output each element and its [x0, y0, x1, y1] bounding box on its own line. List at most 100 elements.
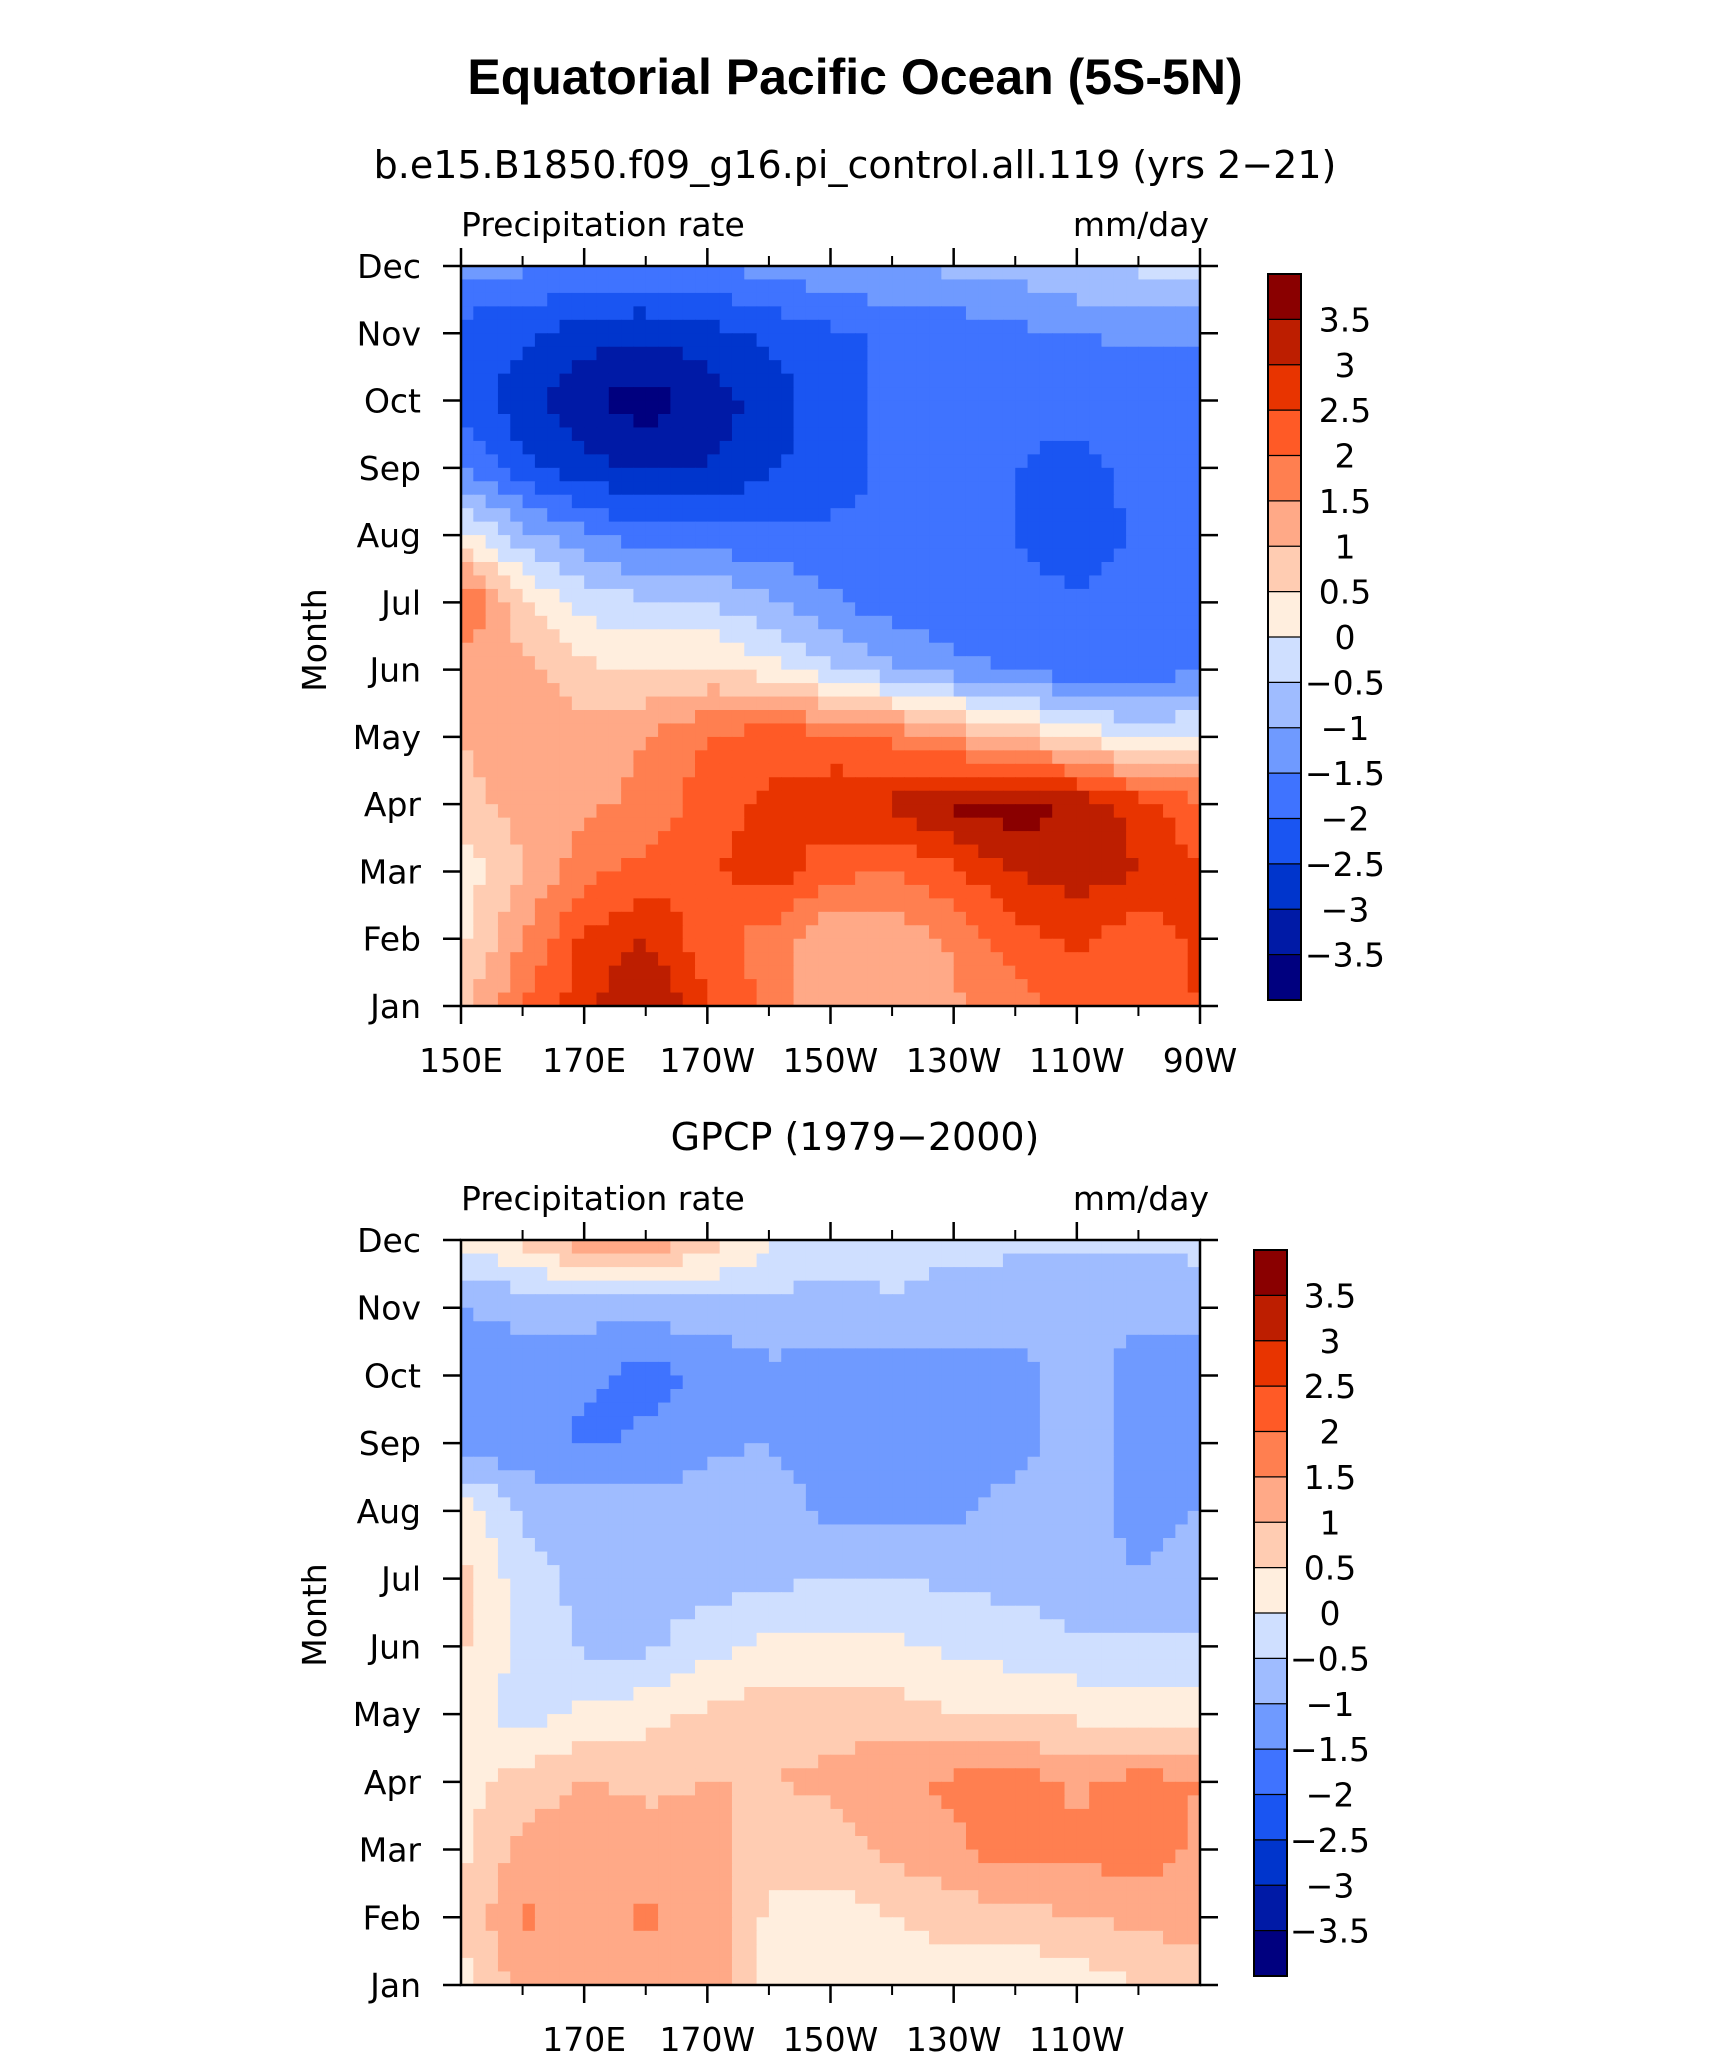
heatmap-cell	[1002, 1307, 1016, 1322]
heatmap-cell	[1002, 1334, 1016, 1349]
heatmap-cell	[768, 736, 782, 751]
heatmap-cell	[571, 494, 585, 509]
heatmap-cell	[461, 266, 474, 281]
heatmap-cell	[1089, 440, 1103, 455]
heatmap-cell	[621, 1470, 635, 1485]
heatmap-cell	[842, 1334, 856, 1349]
heatmap-cell	[534, 333, 548, 348]
heatmap-cell	[830, 454, 844, 469]
heatmap-cell	[1076, 562, 1090, 577]
heatmap-cell	[756, 683, 770, 698]
heatmap-cell	[978, 750, 992, 765]
heatmap-cell	[682, 1253, 696, 1268]
heatmap-cell	[719, 992, 733, 1007]
heatmap-cell	[904, 279, 918, 294]
heatmap-cell	[1089, 1348, 1103, 1363]
heatmap-cell	[1089, 777, 1103, 792]
heatmap-cell	[522, 454, 536, 469]
heatmap-cell	[756, 1267, 770, 1282]
heatmap-cell	[695, 1334, 708, 1349]
heatmap-cell	[879, 790, 893, 805]
heatmap-cell	[793, 1470, 807, 1485]
heatmap-cell	[473, 723, 487, 738]
heatmap-cell	[941, 535, 955, 550]
heatmap-cell	[485, 1565, 499, 1580]
heatmap-cell	[1101, 763, 1115, 778]
heatmap-cell	[756, 844, 770, 859]
heatmap-cell	[731, 427, 745, 442]
heatmap-cell	[990, 656, 1004, 671]
heatmap-cell	[1027, 965, 1041, 980]
heatmap-cell	[879, 535, 893, 550]
x-tick-label: 170W	[660, 1041, 756, 1080]
heatmap-cell	[904, 790, 918, 805]
heatmap-cell	[1052, 1402, 1066, 1417]
heatmap-cell	[867, 952, 881, 967]
heatmap-cell	[608, 952, 622, 967]
heatmap-cell	[768, 1524, 782, 1539]
heatmap-cell	[855, 575, 869, 590]
heatmap-cell	[744, 1524, 758, 1539]
heatmap-cell	[731, 1348, 745, 1363]
heatmap-cell	[1187, 629, 1201, 644]
heatmap-cell	[855, 521, 869, 536]
heatmap-cell	[965, 373, 979, 388]
heatmap-cell	[965, 1443, 979, 1458]
heatmap-cell	[1101, 1429, 1115, 1444]
heatmap-cell	[1002, 1456, 1016, 1471]
heatmap-cell	[1101, 306, 1115, 321]
heatmap-cell	[645, 884, 659, 899]
heatmap-cell	[621, 925, 635, 940]
heatmap-cell	[941, 750, 955, 765]
heatmap-cell	[645, 629, 659, 644]
heatmap-cell	[1126, 548, 1140, 563]
heatmap-cell	[1150, 1348, 1164, 1363]
heatmap-cell	[621, 427, 635, 442]
heatmap-cell	[670, 1578, 684, 1593]
heatmap-cell	[1101, 615, 1115, 630]
heatmap-cell	[818, 938, 832, 953]
heatmap-cell	[1175, 279, 1189, 294]
heatmap-cell	[904, 521, 918, 536]
heatmap-cell	[547, 1524, 561, 1539]
heatmap-cell	[633, 535, 647, 550]
heatmap-cell	[695, 723, 708, 738]
heatmap-cell	[904, 1267, 918, 1282]
heatmap-cell	[1150, 1538, 1164, 1553]
heatmap-cell	[768, 1307, 782, 1322]
heatmap-cell	[621, 696, 635, 711]
heatmap-cell	[621, 1483, 635, 1498]
heatmap-cell	[818, 1578, 832, 1593]
heatmap-cell	[978, 602, 992, 617]
heatmap-cell	[879, 925, 893, 940]
heatmap-cell	[1089, 1524, 1103, 1539]
heatmap-cell	[756, 1240, 770, 1255]
heatmap-cell	[855, 467, 869, 482]
heatmap-cell	[497, 602, 511, 617]
heatmap-cell	[1163, 1294, 1176, 1309]
heatmap-cell	[621, 481, 635, 496]
heatmap-cell	[842, 1240, 856, 1255]
heatmap-cell	[658, 1578, 671, 1593]
heatmap-cell	[719, 979, 733, 994]
heatmap-cell	[485, 279, 499, 294]
heatmap-cell	[719, 1402, 733, 1417]
heatmap-cell	[485, 736, 499, 751]
heatmap-cell	[670, 481, 684, 496]
heatmap-cell	[805, 494, 819, 509]
heatmap-cell	[1113, 400, 1127, 415]
heatmap-cell	[1101, 1538, 1115, 1553]
heatmap-cell	[1101, 360, 1115, 375]
heatmap-cell	[559, 562, 573, 577]
heatmap-cell	[731, 925, 745, 940]
heatmap-cell	[473, 858, 487, 873]
heatmap-cell	[1138, 1280, 1152, 1295]
heatmap-cell	[916, 400, 930, 415]
heatmap-cell	[497, 804, 511, 819]
heatmap-cell	[941, 400, 955, 415]
heatmap-cell	[695, 387, 708, 402]
heatmap-cell	[978, 1321, 992, 1336]
heatmap-cell	[1101, 373, 1115, 388]
heatmap-cell	[867, 400, 881, 415]
heatmap-cell	[953, 494, 967, 509]
